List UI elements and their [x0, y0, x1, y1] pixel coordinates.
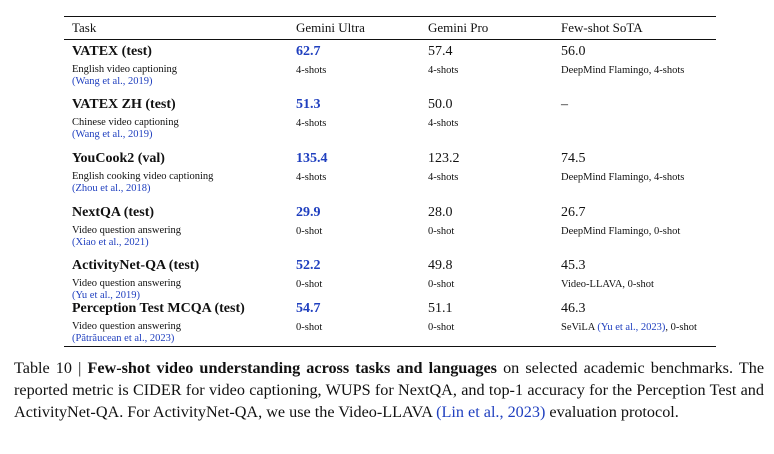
gemini-pro-shots: 4-shots	[428, 118, 459, 129]
task-name: Perception Test MCQA (test)	[72, 301, 245, 316]
caption-text: on selected academic benchmarks. The rep…	[14, 359, 764, 421]
gemini-ultra-shots: 4-shots	[296, 172, 327, 183]
sota-note-text: DeepMind Flamingo, 4-shots	[561, 65, 685, 76]
gemini-ultra-shots: 0-shot	[296, 322, 323, 333]
task-description: Video question answering	[72, 321, 182, 332]
gemini-ultra-score: 29.9	[296, 205, 321, 220]
sota-score: 45.3	[561, 258, 586, 273]
task-citation-link[interactable]: (Pătrăucean et al., 2023)	[72, 333, 175, 344]
header-gemini-ultra: Gemini Ultra	[296, 20, 365, 35]
header-gemini-pro: Gemini Pro	[428, 20, 489, 35]
table-row: NextQA (test) Video question answering (Xi…	[0, 205, 774, 265]
sota-note-text: DeepMind Flamingo, 4-shots	[561, 172, 685, 183]
task-name: ActivityNet-QA (test)	[72, 258, 200, 273]
gemini-pro-score: 49.8	[428, 258, 453, 273]
gemini-pro-score: 50.0	[428, 97, 453, 112]
sota-note-citation-link[interactable]: (Yu et al., 2023)	[597, 322, 666, 333]
sota-score: 46.3	[561, 301, 586, 316]
table-caption: Table 10 | Few-shot video understanding …	[14, 357, 764, 423]
task-description: English cooking video captioning	[72, 171, 214, 182]
gemini-pro-shots: 0-shot	[428, 226, 455, 237]
gemini-ultra-shots: 0-shot	[296, 279, 323, 290]
gemini-pro-score: 51.1	[428, 301, 453, 316]
gemini-pro-shots: 4-shots	[428, 172, 459, 183]
table-row: Perception Test MCQA (test) Video questio…	[0, 301, 774, 361]
caption-text-end: evaluation protocol.	[545, 403, 679, 421]
sota-note: DeepMind Flamingo, 0-shot	[561, 226, 680, 237]
table-row: VATEX (test) English video captioning (Wan…	[0, 44, 774, 104]
task-name: YouCook2 (val)	[72, 151, 165, 166]
header-few-shot-sota: Few-shot SoTA	[561, 20, 643, 35]
gemini-pro-shots: 0-shot	[428, 322, 455, 333]
gemini-pro-score: 57.4	[428, 44, 453, 59]
gemini-pro-shots: 0-shot	[428, 279, 455, 290]
table-row: ActivityNet-QA (test) Video question answ…	[0, 258, 774, 318]
task-citation-link[interactable]: (Wang et al., 2019)	[72, 76, 153, 87]
sota-note: DeepMind Flamingo, 4-shots	[561, 65, 684, 76]
gemini-ultra-shots: 0-shot	[296, 226, 323, 237]
task-description: Video question answering	[72, 225, 182, 236]
header-task: Task	[72, 20, 97, 35]
task-name: VATEX (test)	[72, 44, 152, 59]
gemini-ultra-score: 52.2	[296, 258, 321, 273]
table-top-rule	[64, 16, 716, 18]
gemini-pro-score: 123.2	[428, 151, 460, 166]
task-citation-link[interactable]: (Yu et al., 2019)	[72, 290, 140, 301]
sota-note-suffix: , 0-shot	[665, 322, 697, 333]
task-citation-link[interactable]: (Zhou et al., 2018)	[72, 183, 151, 194]
gemini-ultra-score: 135.4	[296, 151, 328, 166]
sota-note: DeepMind Flamingo, 4-shots	[561, 172, 684, 183]
gemini-ultra-score: 51.3	[296, 97, 321, 112]
gemini-ultra-score: 54.7	[296, 301, 321, 316]
task-description: English video captioning	[72, 64, 177, 75]
gemini-pro-shots: 4-shots	[428, 65, 459, 76]
gemini-ultra-score: 62.7	[296, 44, 321, 59]
gemini-pro-score: 28.0	[428, 205, 453, 220]
task-description: Chinese video captioning	[72, 117, 179, 128]
sota-note-text: DeepMind Flamingo, 0-shot	[561, 226, 681, 237]
sota-note-text: SeViLA	[561, 322, 598, 333]
task-citation-link[interactable]: (Xiao et al., 2021)	[72, 237, 149, 248]
sota-note: Video-LLAVA, 0-shot	[561, 279, 654, 290]
task-citation-link[interactable]: (Wang et al., 2019)	[72, 129, 153, 140]
task-description: Video question answering	[72, 278, 182, 289]
table-row: VATEX ZH (test) Chinese video captioning(…	[0, 97, 774, 157]
sota-score: 56.0	[561, 44, 586, 59]
caption-title: Few-shot video understanding across task…	[87, 359, 497, 377]
sota-score: –	[561, 97, 568, 112]
caption-label: Table 10 |	[14, 359, 88, 377]
task-name: NextQA (test)	[72, 205, 155, 220]
gemini-ultra-shots: 4-shots	[296, 118, 327, 129]
task-name: VATEX ZH (test)	[72, 97, 176, 112]
sota-note-text: Video-LLAVA, 0-shot	[561, 279, 654, 290]
table-header-rule	[64, 39, 716, 40]
table-row: YouCook2 (val) English cooking video capt…	[0, 151, 774, 211]
sota-note: SeViLA (Yu et al., 2023), 0-shot	[561, 322, 697, 333]
sota-score: 74.5	[561, 151, 586, 166]
caption-citation-link[interactable]: (Lin et al., 2023)	[436, 403, 546, 421]
sota-score: 26.7	[561, 205, 586, 220]
table-bottom-rule	[64, 346, 716, 348]
gemini-ultra-shots: 4-shots	[296, 65, 327, 76]
